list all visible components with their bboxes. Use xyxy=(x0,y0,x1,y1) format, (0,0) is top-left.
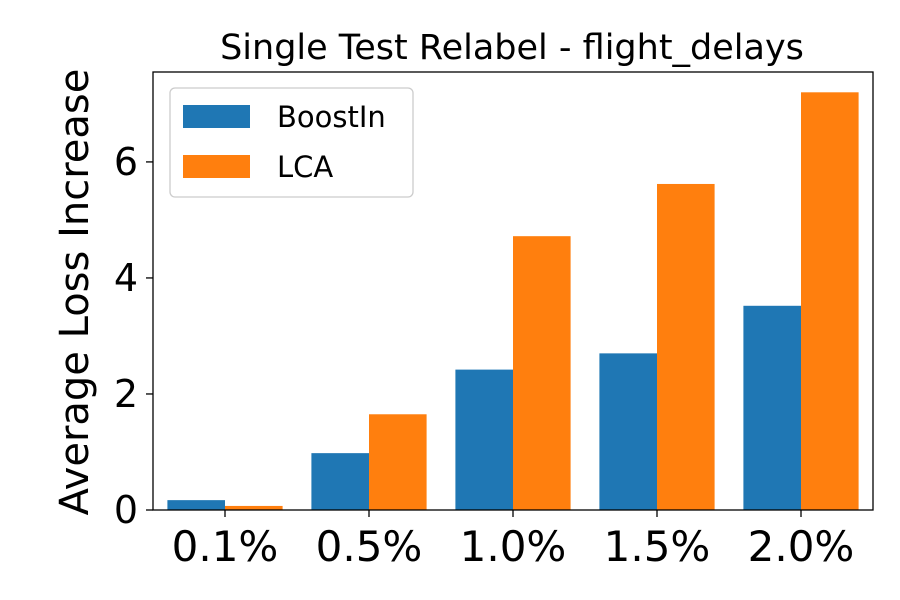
bar-lca-2 xyxy=(513,236,571,510)
y-tick-label-0: 0 xyxy=(114,488,138,532)
x-tick-label-4: 2.0% xyxy=(748,522,855,571)
x-tick-label-1: 0.5% xyxy=(316,522,423,571)
legend-label-lca: LCA xyxy=(277,150,333,184)
y-axis-label: Average Loss Increase xyxy=(52,69,98,516)
bar-boostin-2 xyxy=(455,369,513,510)
y-tick-label-1: 2 xyxy=(114,372,138,416)
bar-lca-3 xyxy=(657,183,715,510)
bar-boostin-4 xyxy=(743,305,801,510)
legend-label-boostin: BoostIn xyxy=(277,100,386,134)
y-tick-label-2: 4 xyxy=(114,256,138,300)
bar-boostin-3 xyxy=(599,353,657,510)
x-tick-label-3: 1.5% xyxy=(604,522,711,571)
bar-lca-4 xyxy=(801,92,859,511)
bar-lca-1 xyxy=(369,414,427,510)
legend-swatch-lca xyxy=(183,155,250,178)
bar-boostin-1 xyxy=(311,453,369,510)
x-tick-label-0: 0.1% xyxy=(172,522,279,571)
x-tick-label-2: 1.0% xyxy=(460,522,567,571)
bar-lca-0 xyxy=(225,505,283,510)
bar-boostin-0 xyxy=(167,500,225,510)
chart-title: Single Test Relabel - flight_delays xyxy=(220,28,804,68)
legend: BoostIn LCA xyxy=(169,87,414,198)
y-tick-label-3: 6 xyxy=(114,140,138,184)
legend-swatch-boostin xyxy=(183,105,250,128)
plot-area: 0.1% 0.5% 1.0% 1.5% 2.0% 0 2 4 6 xyxy=(114,71,874,571)
